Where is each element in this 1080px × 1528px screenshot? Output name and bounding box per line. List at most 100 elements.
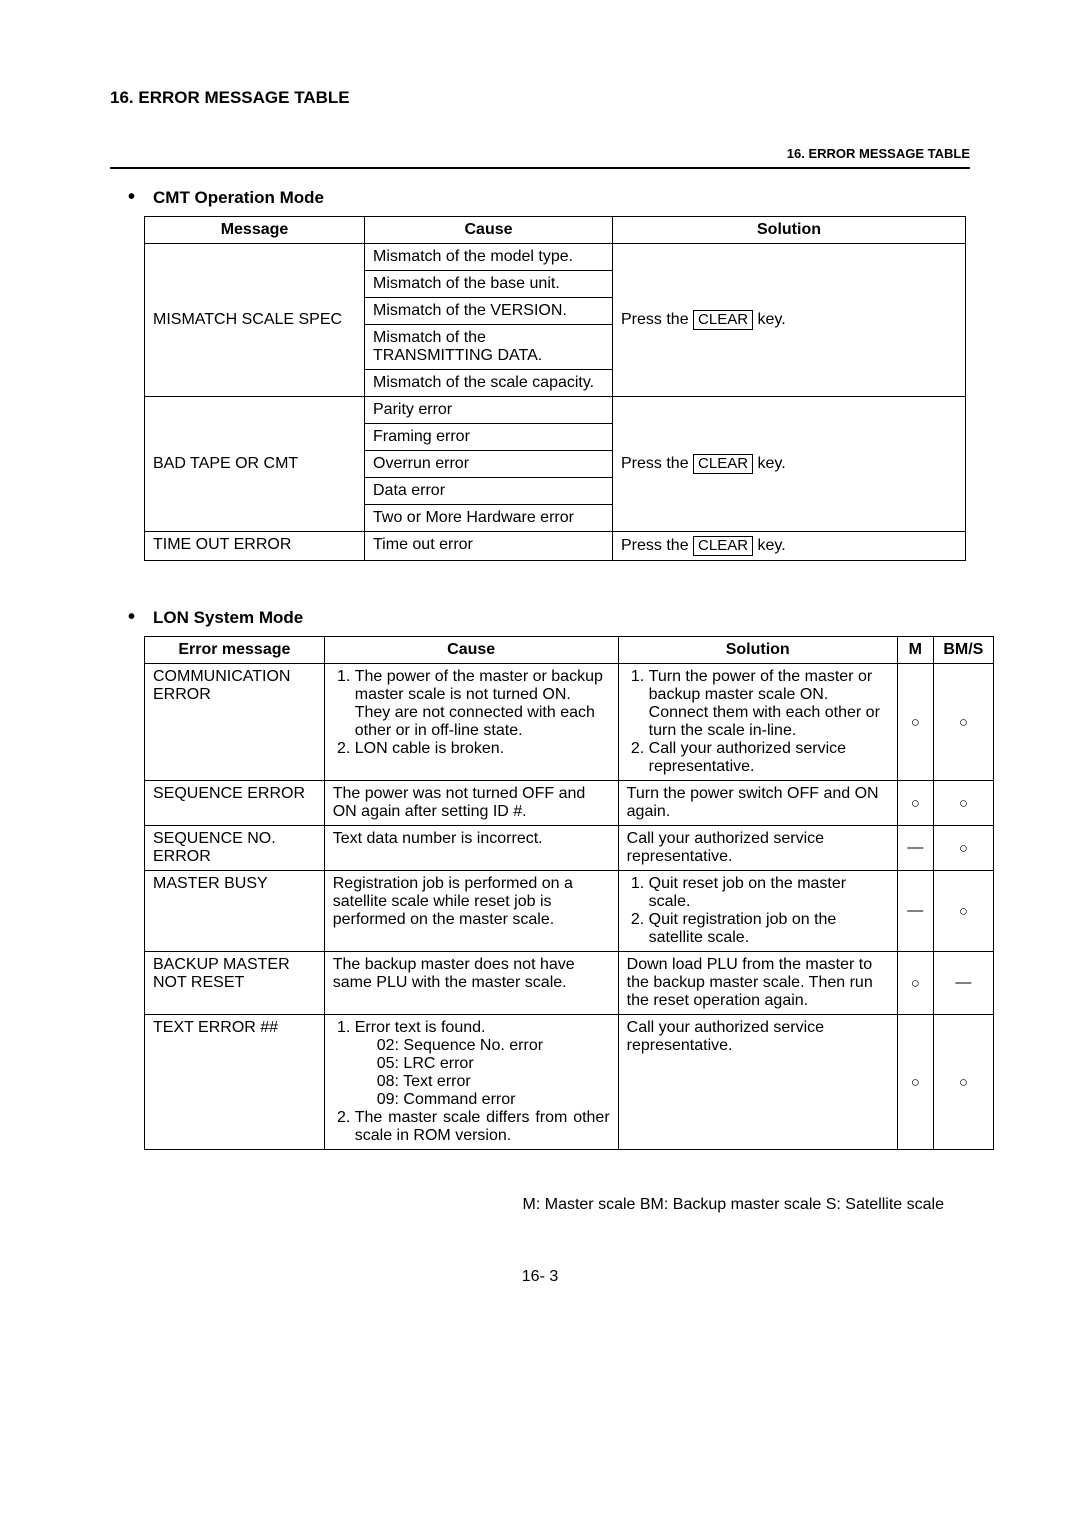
msg-cell: TIME OUT ERROR (145, 532, 365, 561)
section-heading-lon: • LON System Mode (128, 607, 970, 628)
cause-cell: The power was not turned OFF and ON agai… (324, 781, 618, 826)
cause-lead: Error text is found. (355, 1019, 486, 1036)
col-message: Message (145, 217, 365, 244)
solution-cell: Press the CLEAR key. (613, 397, 966, 532)
cause-sublist: 02: Sequence No. error 05: LRC error 08:… (355, 1037, 610, 1109)
table-row: COMMUNICATION ERROR The power of the mas… (145, 664, 994, 781)
section-title: CMT Operation Mode (153, 188, 324, 208)
m-cell: — (897, 826, 933, 871)
table-row: SEQUENCE ERROR The power was not turned … (145, 781, 994, 826)
cause-cell: Overrun error (365, 451, 613, 478)
table-header-row: Error message Cause Solution M BM/S (145, 637, 994, 664)
solution-item: Quit reset job on the master scale. (649, 875, 889, 911)
cause-cell: Mismatch of the model type. (365, 244, 613, 271)
col-solution: Solution (618, 637, 897, 664)
m-cell: ○ (897, 664, 933, 781)
solution-cell: Quit reset job on the master scale. Quit… (618, 871, 897, 952)
m-cell: ○ (897, 952, 933, 1015)
col-m: M (897, 637, 933, 664)
cause-cell: Data error (365, 478, 613, 505)
sublist-item: 08: Text error (377, 1073, 610, 1091)
msg-cell: SEQUENCE NO. ERROR (145, 826, 325, 871)
cause-cell: Registration job is performed on a satel… (324, 871, 618, 952)
col-error-message: Error message (145, 637, 325, 664)
key-clear: CLEAR (693, 454, 753, 474)
cause-cell: Error text is found. 02: Sequence No. er… (324, 1015, 618, 1150)
solution-cell: Turn the power switch OFF and ON again. (618, 781, 897, 826)
msg-cell: MASTER BUSY (145, 871, 325, 952)
sublist-item: 02: Sequence No. error (377, 1037, 610, 1055)
m-cell: ○ (897, 781, 933, 826)
cause-cell: Mismatch of the TRANSMITTING DATA. (365, 325, 613, 370)
table-cmt-wrap: Message Cause Solution MISMATCH SCALE SP… (144, 216, 966, 561)
cause-cell: Text data number is incorrect. (324, 826, 618, 871)
solution-post: key. (753, 537, 786, 554)
solution-post: key. (753, 455, 786, 472)
solution-cell: Turn the power of the master or backup m… (618, 664, 897, 781)
solution-cell: Call your authorized service representat… (618, 1015, 897, 1150)
msg-cell: TEXT ERROR ## (145, 1015, 325, 1150)
table-lon-wrap: Error message Cause Solution M BM/S COMM… (144, 636, 994, 1150)
key-clear: CLEAR (693, 310, 753, 330)
msg-cell: BAD TAPE OR CMT (145, 397, 365, 532)
bullet-icon: • (128, 607, 135, 627)
page-number: 16- 3 (110, 1268, 970, 1286)
bms-cell: ○ (933, 1015, 993, 1150)
m-cell: ○ (897, 1015, 933, 1150)
cause-cell: The backup master does not have same PLU… (324, 952, 618, 1015)
key-clear: CLEAR (693, 536, 753, 556)
bms-cell: ○ (933, 826, 993, 871)
cause-item: LON cable is broken. (355, 740, 610, 758)
sublist-item: 09: Command error (377, 1091, 610, 1109)
solution-item: Quit registration job on the satellite s… (649, 911, 889, 947)
cause-cell: Two or More Hardware error (365, 505, 613, 532)
col-solution: Solution (613, 217, 966, 244)
table-cmt: Message Cause Solution MISMATCH SCALE SP… (144, 216, 966, 561)
m-cell: — (897, 871, 933, 952)
legend: M: Master scale BM: Backup master scale … (110, 1196, 944, 1214)
table-row: MISMATCH SCALE SPEC Mismatch of the mode… (145, 244, 966, 271)
col-cause: Cause (365, 217, 613, 244)
sublist-item: 05: LRC error (377, 1055, 610, 1073)
solution-item: Call your authorized service representat… (649, 740, 889, 776)
section-title: LON System Mode (153, 608, 303, 628)
col-bms: BM/S (933, 637, 993, 664)
chapter-title: 16. ERROR MESSAGE TABLE (110, 88, 970, 108)
solution-cell: Call your authorized service representat… (618, 826, 897, 871)
table-lon: Error message Cause Solution M BM/S COMM… (144, 636, 994, 1150)
cause-item: The power of the master or backup master… (355, 668, 610, 740)
table-row: MASTER BUSY Registration job is performe… (145, 871, 994, 952)
bms-cell: ○ (933, 781, 993, 826)
section-heading-cmt: • CMT Operation Mode (128, 187, 970, 208)
cause-item: The master scale differs from other scal… (355, 1109, 610, 1145)
solution-pre: Press the (621, 537, 693, 554)
cause-cell: Parity error (365, 397, 613, 424)
msg-cell: SEQUENCE ERROR (145, 781, 325, 826)
solution-cell: Press the CLEAR key. (613, 532, 966, 561)
msg-cell: MISMATCH SCALE SPEC (145, 244, 365, 397)
table-row: TEXT ERROR ## Error text is found. 02: S… (145, 1015, 994, 1150)
solution-cell: Press the CLEAR key. (613, 244, 966, 397)
table-row: BACKUP MASTER NOT RESET The backup maste… (145, 952, 994, 1015)
solution-post: key. (753, 311, 786, 328)
rule (110, 167, 970, 169)
table-row: SEQUENCE NO. ERROR Text data number is i… (145, 826, 994, 871)
table-row: TIME OUT ERROR Time out error Press the … (145, 532, 966, 561)
page: 16. ERROR MESSAGE TABLE 16. ERROR MESSAG… (0, 0, 1080, 1528)
solution-cell: Down load PLU from the master to the bac… (618, 952, 897, 1015)
col-cause: Cause (324, 637, 618, 664)
table-header-row: Message Cause Solution (145, 217, 966, 244)
solution-item: Turn the power of the master or backup m… (649, 668, 889, 740)
cause-cell: Time out error (365, 532, 613, 561)
bullet-icon: • (128, 187, 135, 207)
cause-cell: The power of the master or backup master… (324, 664, 618, 781)
table-row: BAD TAPE OR CMT Parity error Press the C… (145, 397, 966, 424)
running-header: 16. ERROR MESSAGE TABLE (110, 146, 970, 161)
bms-cell: ○ (933, 871, 993, 952)
cause-cell: Mismatch of the base unit. (365, 271, 613, 298)
solution-pre: Press the (621, 311, 693, 328)
msg-cell: BACKUP MASTER NOT RESET (145, 952, 325, 1015)
cause-cell: Mismatch of the scale capacity. (365, 370, 613, 397)
msg-cell: COMMUNICATION ERROR (145, 664, 325, 781)
cause-cell: Mismatch of the VERSION. (365, 298, 613, 325)
